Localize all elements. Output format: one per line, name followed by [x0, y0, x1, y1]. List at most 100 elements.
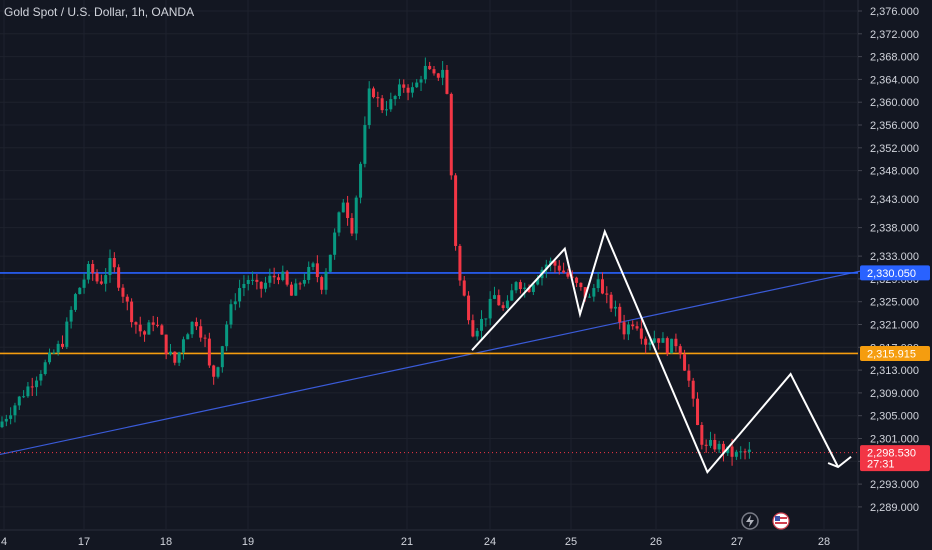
- candle-body: [242, 284, 245, 288]
- candle-body: [134, 322, 137, 325]
- candle-body: [44, 362, 47, 374]
- candle-body: [52, 352, 55, 353]
- candle-body: [152, 322, 155, 324]
- candle-body: [251, 280, 254, 281]
- candle-body: [35, 381, 38, 388]
- level-tag-0-label: 2,330.050: [867, 268, 916, 280]
- candle-body: [666, 338, 669, 353]
- price-tick-label: 2,325.000: [870, 297, 919, 309]
- level-tag-1-label: 2,315.915: [867, 348, 916, 360]
- candle-body: [18, 397, 21, 406]
- candle-body: [229, 304, 232, 324]
- time-tick-label: 19: [242, 536, 254, 548]
- candle-body: [277, 277, 280, 280]
- us-flag-icon[interactable]: [773, 513, 789, 529]
- candle-body: [355, 198, 358, 234]
- time-tick-label: 4: [1, 536, 7, 548]
- candle-body: [5, 419, 8, 422]
- price-tick-label: 2,301.000: [870, 434, 919, 446]
- candle-body: [320, 277, 323, 290]
- candle-body: [156, 325, 159, 326]
- candle-body: [696, 399, 699, 425]
- price-tick-label: 2,309.000: [870, 388, 919, 400]
- candle-body: [234, 301, 237, 304]
- price-tick-label: 2,352.000: [870, 143, 919, 155]
- candle-body: [13, 405, 16, 415]
- us-flag-icon-canton: [775, 516, 780, 521]
- candle-body: [497, 295, 500, 305]
- candle-body: [618, 307, 621, 322]
- candle-body: [657, 338, 660, 342]
- candle-body: [575, 278, 578, 283]
- candle-body: [687, 371, 690, 381]
- candle-body: [458, 246, 461, 281]
- candle-body: [463, 280, 466, 295]
- candle-body: [70, 310, 73, 322]
- candle-body: [255, 280, 258, 282]
- candle-body: [476, 331, 479, 337]
- candle-body: [480, 319, 483, 331]
- candle-body: [735, 452, 738, 457]
- candle-body: [316, 263, 319, 277]
- candle-body: [199, 326, 202, 337]
- candle-body: [744, 451, 747, 452]
- candle-body: [238, 288, 241, 301]
- candle-body: [709, 440, 712, 446]
- candle-body: [299, 283, 302, 284]
- last-price-tag-countdown: 27:31: [867, 459, 895, 471]
- price-tick-label: 2,364.000: [870, 74, 919, 86]
- candle-body: [337, 212, 340, 232]
- candle-body: [117, 267, 120, 287]
- candle-body: [368, 88, 371, 125]
- candle-body: [670, 339, 673, 354]
- candle-body: [739, 451, 742, 452]
- price-tick-label: 2,368.000: [870, 52, 919, 64]
- candle-body: [303, 280, 306, 284]
- candle-body: [225, 325, 228, 347]
- candle-body: [121, 288, 124, 297]
- candle-body: [217, 367, 220, 377]
- time-tick-label: 27: [731, 536, 743, 548]
- candle-body: [350, 218, 353, 233]
- time-tick-label: 18: [160, 536, 172, 548]
- candle-body: [627, 325, 630, 335]
- price-tick-label: 2,321.000: [870, 320, 919, 332]
- candle-body: [290, 285, 293, 296]
- candle-body: [562, 271, 565, 273]
- candle-body: [333, 233, 336, 255]
- candle-body: [143, 331, 146, 334]
- candle-body: [515, 282, 518, 290]
- candle-body: [286, 272, 289, 285]
- candle-body: [260, 282, 263, 289]
- candle-body: [441, 70, 444, 78]
- candle-body: [454, 175, 457, 246]
- candle-body: [247, 280, 250, 284]
- candle-body: [381, 98, 384, 110]
- candle-body: [100, 281, 103, 283]
- candle-body: [96, 273, 99, 281]
- time-axis[interactable]: 4 17 18 19 21 24 25 26 27 28: [1, 536, 830, 548]
- candle-body: [83, 280, 86, 288]
- candle-body: [329, 255, 332, 272]
- candle-body: [601, 279, 604, 293]
- candle-body: [566, 273, 569, 277]
- candle-body: [61, 344, 64, 347]
- candle-body: [558, 266, 561, 271]
- candle-body: [653, 338, 656, 342]
- candle-body: [640, 328, 643, 338]
- candle-body: [294, 283, 297, 295]
- chart-title: Gold Spot / U.S. Dollar, 1h, OANDA: [4, 5, 194, 19]
- candle-body: [748, 450, 751, 452]
- candle-body: [87, 264, 90, 280]
- candle-body: [450, 94, 453, 175]
- candle-body: [273, 276, 276, 278]
- candle-body: [376, 97, 379, 98]
- candle-body: [268, 276, 271, 283]
- candle-body: [502, 305, 505, 308]
- candle-body: [506, 301, 509, 308]
- price-tick-label: 2,356.000: [870, 120, 919, 132]
- candle-body: [394, 96, 397, 99]
- candle-body: [48, 353, 51, 363]
